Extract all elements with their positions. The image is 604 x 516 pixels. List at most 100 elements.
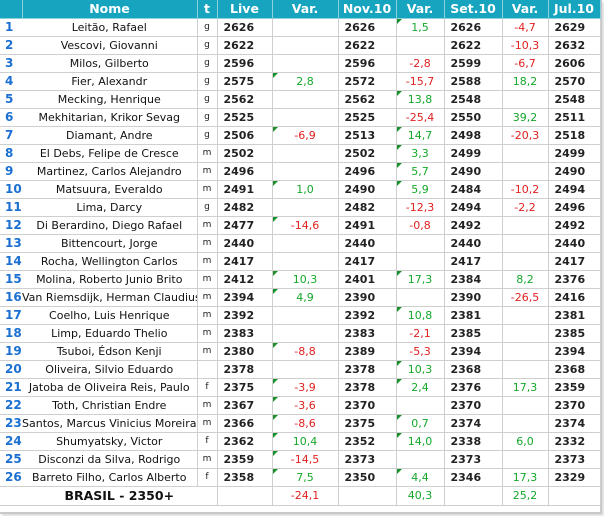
var-live (272, 18, 339, 37)
live-rating: 2394 (217, 288, 273, 307)
var-nov (396, 252, 445, 271)
nov-rating: 2502 (338, 144, 397, 163)
var-nov: -5,3 (396, 342, 445, 361)
var-set (502, 396, 549, 415)
player-name: Bittencourt, Jorge (22, 234, 198, 253)
live-rating: 2375 (217, 378, 273, 397)
var-set (502, 252, 549, 271)
player-title: m (197, 288, 218, 307)
header-name[interactable]: Nome (22, 0, 198, 19)
nov-rating: 2525 (338, 108, 397, 127)
var-nov: -2,8 (396, 54, 445, 73)
jul-rating: 2394 (548, 342, 601, 361)
table-row: 4 Fier, Alexandr g 2575 2,8 2572 -15,7 2588 18,2… (0, 72, 601, 91)
player-title: g (197, 18, 218, 37)
table-row: 13 Bittencourt, Jorge m 2440 2440 2440 2440 (0, 234, 601, 253)
ratings-table: Nome t Live Var. Nov.10 Var. Set.10 Var.… (0, 0, 601, 506)
live-rating: 2359 (217, 450, 273, 469)
header-title[interactable]: t (197, 0, 218, 19)
nov-rating: 2375 (338, 414, 397, 433)
rank-cell: 1 (0, 18, 22, 37)
var-nov: 14,0 (396, 432, 445, 451)
var-live (272, 252, 339, 271)
rank-cell: 12 (0, 216, 22, 235)
var-nov: 14,7 (396, 126, 445, 145)
player-title: g (197, 198, 218, 217)
table-row: 3 Milos, Gilberto g 2596 2596 -2,8 2599 -6,7 260… (0, 54, 601, 73)
live-rating: 2575 (217, 72, 273, 91)
jul-rating: 2606 (548, 54, 601, 73)
header-var-live[interactable]: Var. (272, 0, 339, 19)
jul-rating: 2548 (548, 90, 601, 109)
player-name: Mekhitarian, Krikor Sevag (22, 108, 198, 127)
table-row: 26 Barreto Filho, Carlos Alberto f 2358 7,5 2… (0, 468, 601, 487)
nov-rating: 2622 (338, 36, 397, 55)
rank-cell: 16 (0, 288, 22, 307)
var-nov (396, 36, 445, 55)
player-name: Molina, Roberto Junio Brito (22, 270, 198, 289)
jul-rating: 2570 (548, 72, 601, 91)
player-title: m (197, 324, 218, 343)
player-name: Limp, Eduardo Thelio (22, 324, 198, 343)
live-rating: 2412 (217, 270, 273, 289)
table-row: 18 Limp, Eduardo Thelio m 2383 2383 -2,1 2385 2… (0, 324, 601, 343)
nov-rating: 2390 (338, 288, 397, 307)
table-row: 22 Toth, Christian Endre m 2367 -3,6 2370 2370… (0, 396, 601, 415)
jul-rating: 2373 (548, 450, 601, 469)
nov-rating: 2370 (338, 396, 397, 415)
header-nov[interactable]: Nov.10 (338, 0, 397, 19)
table-row: 9 Martinez, Carlos Alejandro m 2496 2496 5,7 2… (0, 162, 601, 181)
var-live: 4,9 (272, 288, 339, 307)
player-title: g (197, 72, 218, 91)
var-set: 18,2 (502, 72, 549, 91)
jul-rating: 2518 (548, 126, 601, 145)
var-set (502, 216, 549, 235)
total-var-live: -24,1 (272, 486, 339, 506)
header-jul[interactable]: Jul.10 (548, 0, 601, 19)
set-rating: 2440 (444, 234, 503, 253)
rank-cell: 9 (0, 162, 22, 181)
rank-cell: 6 (0, 108, 22, 127)
header-var-set[interactable]: Var. (502, 0, 549, 19)
rank-cell: 18 (0, 324, 22, 343)
set-rating: 2374 (444, 414, 503, 433)
player-title: m (197, 252, 218, 271)
player-name: Rocha, Wellington Carlos (22, 252, 198, 271)
header-rank (0, 0, 23, 19)
header-row: Nome t Live Var. Nov.10 Var. Set.10 Var.… (0, 0, 601, 19)
var-live: -14,5 (272, 450, 339, 469)
jul-rating: 2329 (548, 468, 601, 487)
set-rating: 2373 (444, 450, 503, 469)
var-live (272, 36, 339, 55)
table-row: 8 El Debs, Felipe de Cresce m 2502 2502 3,3 24… (0, 144, 601, 163)
jul-rating: 2368 (548, 360, 601, 379)
player-title: m (197, 414, 218, 433)
player-name: Vescovi, Giovanni (22, 36, 198, 55)
table-row: 14 Rocha, Wellington Carlos m 2417 2417 2417 2… (0, 252, 601, 271)
var-nov: 17,3 (396, 270, 445, 289)
rank-cell: 25 (0, 450, 22, 469)
var-nov (396, 396, 445, 415)
header-set[interactable]: Set.10 (444, 0, 503, 19)
header-var-nov[interactable]: Var. (396, 0, 445, 19)
jul-rating: 2370 (548, 396, 601, 415)
total-var-set: 25,2 (502, 486, 549, 506)
player-name: Matsuura, Everaldo (22, 180, 198, 199)
header-live[interactable]: Live (217, 0, 273, 19)
player-name: Tsuboi, Édson Kenji (22, 342, 198, 361)
live-rating: 2367 (217, 396, 273, 415)
set-rating: 2338 (444, 432, 503, 451)
rank-cell: 15 (0, 270, 22, 289)
var-nov: -2,1 (396, 324, 445, 343)
jul-rating: 2632 (548, 36, 601, 55)
var-nov: -15,7 (396, 72, 445, 91)
player-name: Milos, Gilberto (22, 54, 198, 73)
var-live: -6,9 (272, 126, 339, 145)
table-row: 24 Shumyatsky, Victor f 2362 10,4 2352 14,0 233… (0, 432, 601, 451)
jul-rating: 2359 (548, 378, 601, 397)
player-name: Leitão, Rafael (22, 18, 198, 37)
player-title: g (197, 54, 218, 73)
set-rating: 2494 (444, 198, 503, 217)
player-name: Oliveira, Silvio Eduardo (22, 360, 198, 379)
